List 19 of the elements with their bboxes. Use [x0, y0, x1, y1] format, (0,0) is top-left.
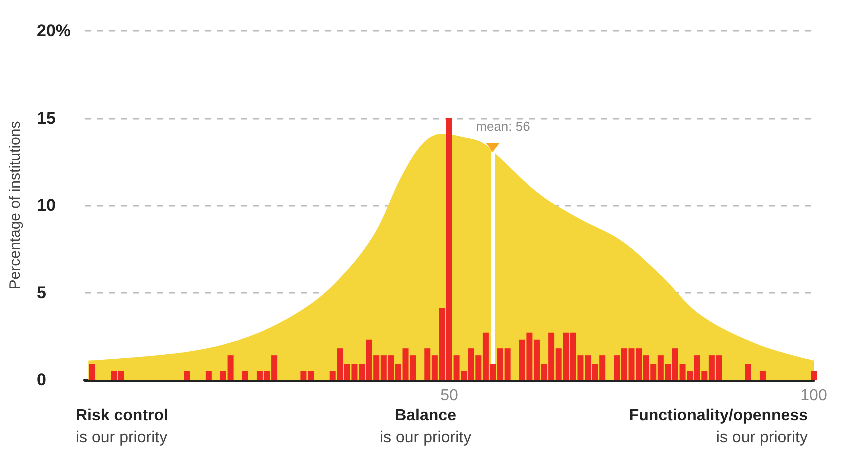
y-tick-label: 5: [37, 283, 46, 302]
bar: [184, 371, 190, 380]
bar: [811, 371, 817, 380]
text: Balance is our priority: [380, 408, 472, 446]
y-tick-label: 10: [37, 196, 56, 215]
y-tick-label: 15: [37, 108, 56, 128]
bar: [89, 364, 96, 380]
x-tick-label: 100: [800, 388, 828, 404]
y-tick-label: 0: [37, 370, 46, 390]
y-axis-title: Percentage of institutions: [7, 121, 24, 290]
bar: [206, 371, 212, 380]
bar: [242, 371, 248, 380]
text: Risk control is our priority: [76, 408, 168, 446]
bar: [760, 371, 766, 380]
bar: [745, 364, 752, 380]
y-tick-label: 20%: [37, 22, 72, 40]
ref-line-label: mean: 56: [476, 119, 530, 134]
text: Functionality/openness is our priority: [629, 408, 808, 446]
x-tick-label: 50: [440, 388, 458, 404]
